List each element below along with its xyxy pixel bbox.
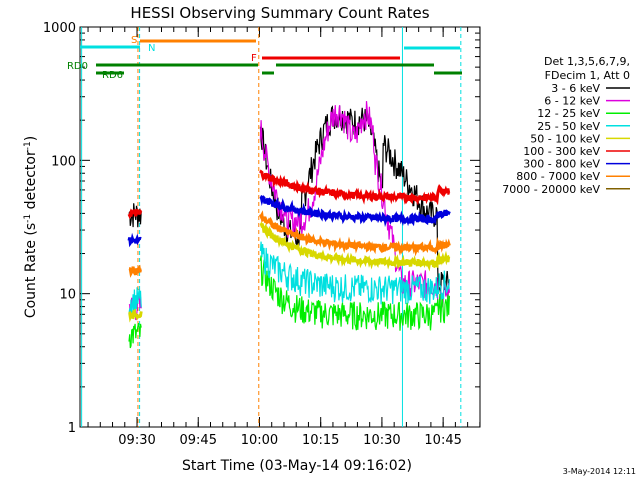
- legend-label: 50 - 100 keV: [530, 132, 600, 145]
- footer-date: 3-May-2014 12:11: [563, 467, 636, 476]
- legend-label: 100 - 300 keV: [523, 145, 600, 158]
- legend-header-line2: FDecim 1, Att 0: [545, 69, 630, 82]
- series-line: [259, 210, 451, 257]
- x-tick-label: 10:00: [241, 433, 278, 448]
- series-line: [259, 241, 450, 305]
- x-axis: 09:30 09:45 10:00 10:15 10:30 10:45: [87, 27, 481, 448]
- flag-label: F: [251, 53, 257, 64]
- series-line: [259, 255, 450, 331]
- flag-label: RD6: [102, 70, 123, 81]
- series-line: [127, 208, 143, 220]
- legend-label: 3 - 6 keV: [551, 82, 600, 95]
- y-axis-title-sup1: -1: [23, 214, 33, 223]
- series-line: [128, 264, 142, 278]
- y-tick-label: 1: [68, 421, 76, 436]
- series-50-100-kev: [128, 221, 451, 323]
- y-axis-title-mid: detector: [23, 150, 39, 214]
- flag-label: N: [148, 43, 155, 54]
- legend-label: 800 - 7000 keV: [516, 170, 600, 183]
- flags-layer: SN F RD0 RD6: [67, 27, 462, 427]
- series-line: [259, 101, 450, 308]
- flag-label: RD0: [67, 61, 88, 72]
- chart-title: HESSI Observing Summary Count Rates: [130, 4, 429, 22]
- series-layer: [127, 101, 451, 349]
- series-line: [259, 169, 451, 206]
- series-line: [259, 221, 451, 272]
- y-tick-label: 100: [51, 154, 76, 169]
- series-300-800-kev: [127, 194, 451, 248]
- plot-frame: [79, 26, 481, 428]
- x-tick-label: 10:30: [363, 433, 400, 448]
- flag-label: S: [131, 35, 137, 46]
- y-tick-label: 1000: [43, 21, 76, 36]
- y-axis-title-sup2: -1: [23, 141, 33, 150]
- legend-label: 12 - 25 keV: [537, 107, 600, 120]
- y-axis-title-base: Count Rate (s: [23, 223, 39, 318]
- y-axis-title-end: ): [23, 136, 39, 141]
- x-tick-label: 10:45: [424, 433, 461, 448]
- series-line: [128, 308, 143, 323]
- series-line: [127, 232, 142, 248]
- series-line: [259, 194, 451, 228]
- series-line: [128, 322, 142, 349]
- x-axis-title: Start Time (03-May-14 09:16:02): [182, 458, 412, 474]
- series-100-300-kev: [127, 169, 451, 220]
- x-tick-label: 10:15: [302, 433, 339, 448]
- legend-label: 300 - 800 keV: [523, 158, 600, 171]
- series-12-25-kev: [128, 255, 450, 349]
- x-tick-label: 09:45: [180, 433, 217, 448]
- y-tick-label: 10: [59, 288, 76, 303]
- legend-label: 6 - 12 keV: [544, 95, 600, 108]
- legend-header-line1: Det 1,3,5,6,7,9,: [544, 55, 630, 68]
- series-800-7000-kev: [128, 210, 451, 278]
- legend: Det 1,3,5,6,7,9, FDecim 1, Att 0 3 - 6 k…: [502, 55, 630, 196]
- y-axis: 1 10 100 1000: [43, 21, 480, 436]
- legend-label: 7000 - 20000 keV: [502, 183, 600, 196]
- y-axis-title: Count Rate (s-1 detector-1): [23, 136, 39, 318]
- legend-label: 25 - 50 keV: [537, 120, 600, 133]
- x-tick-label: 09:30: [118, 433, 155, 448]
